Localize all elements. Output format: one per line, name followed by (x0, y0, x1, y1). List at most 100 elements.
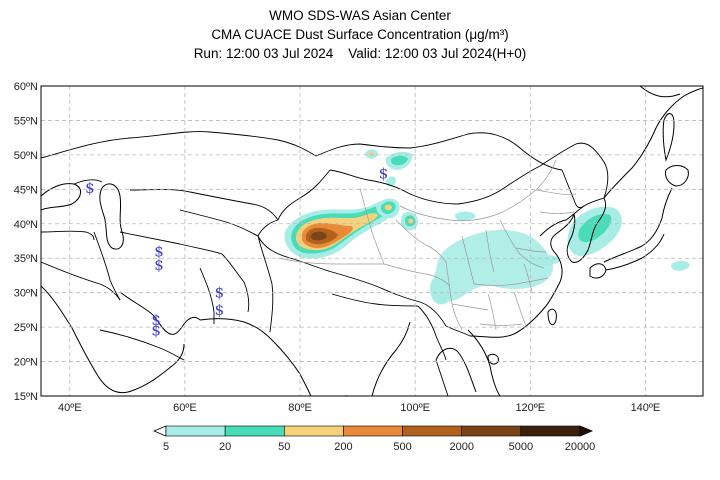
taiwan-island (547, 308, 557, 326)
dust-station-marker: $ (215, 284, 225, 302)
border-caucasus (73, 179, 103, 185)
province-border-hunan-jiangxi (487, 293, 497, 331)
colorbar-tick-label: 200 (334, 441, 352, 453)
station-markers: $$$$$$$$ (85, 164, 388, 339)
lon-tick-label: 100ºE (400, 402, 430, 414)
japan-kyushu (589, 263, 607, 279)
province-border-shandong (515, 247, 547, 253)
province-border-yunnan-guizhou (451, 303, 489, 311)
bohai-coast (539, 205, 585, 237)
lon-tick-label: 80ºE (288, 402, 312, 414)
lon-tick-label: 40ºE (58, 402, 82, 414)
province-border-tibet-qinghai (383, 263, 451, 287)
dust-station-marker: $ (151, 322, 161, 340)
border-iran-pakistan (199, 267, 215, 324)
lon-tick-label: 60ºE (173, 402, 197, 414)
sakhalin-island (662, 113, 675, 162)
persian-gulf-coast (119, 291, 201, 335)
far-east-coast (603, 87, 703, 199)
border-myanmar-thai (435, 359, 449, 396)
title-block: WMO SDS-WAS Asian Center CMA CUACE Dust … (0, 6, 720, 63)
province-border-inner-mongolia (399, 159, 557, 222)
dust-region-mongolia-east (454, 211, 476, 221)
se-asia-coast (435, 347, 477, 393)
arabian-coast (41, 285, 185, 394)
dust-region-taklimakan-2000-5000 (310, 231, 327, 241)
province-border-hebei (499, 219, 545, 269)
border-russia-mongolia (315, 132, 563, 171)
korea-coast (566, 197, 607, 263)
province-border-guangdong (479, 323, 523, 326)
province-border-henan-hubei (473, 277, 549, 286)
border-afghan-pakistan (221, 253, 250, 313)
lat-tick-label: 15ºN (14, 391, 38, 403)
dust-region-alxa-50-200 (408, 218, 413, 224)
colorbar-segment (520, 425, 581, 437)
border-iran-iraq (93, 231, 121, 301)
border-turkmen-iran (119, 231, 223, 255)
province-border-xinjiang-gansu (359, 187, 385, 265)
graticule-layer (41, 86, 703, 396)
country-borders-layer (41, 131, 609, 396)
province-border-xinjiang-tibet (277, 257, 384, 265)
dust-region-mongolia-mid (385, 176, 396, 187)
colorbar-segment (461, 425, 522, 437)
province-border-anhui-jiangsu (523, 263, 533, 293)
colorbar-tick-label: 20 (219, 441, 231, 453)
colorbar-tick-label: 5 (163, 441, 169, 453)
colorbar-segment (283, 425, 344, 437)
colorbar-tick-label: 500 (393, 441, 411, 453)
colorbar-segment (224, 425, 285, 437)
lat-tick-label: 20ºN (14, 357, 38, 369)
colorbar-tick-label: 2000 (449, 441, 473, 453)
colorbar-tick-label: 20000 (565, 441, 596, 453)
border-china-nepal (331, 293, 419, 307)
japan-hokkaido (665, 165, 689, 187)
border-turkey-south (41, 230, 95, 241)
india-east-coast (371, 321, 411, 396)
lon-tick-label: 140ºE (631, 402, 661, 414)
latitude-labels: 15ºN 20ºN 25ºN 30ºN 35ºN 40ºN 45ºN 50ºN 55ºN 60ºN (14, 81, 38, 403)
border-uzbek-afghan (179, 209, 259, 237)
province-borders-layer (277, 159, 577, 331)
dust-station-marker: $ (151, 311, 161, 329)
province-border-jilin-liaoning (539, 211, 575, 214)
border-russia-china-east (539, 142, 609, 199)
longitude-labels: 40ºE 60ºE 80ºE 100ºE 120ºE 140ºE (58, 402, 660, 414)
dust-station-marker: $ (215, 301, 225, 319)
japan-honshu (603, 187, 673, 263)
title-line-1: WMO SDS-WAS Asian Center (269, 8, 451, 23)
province-border-heilongjiang (535, 189, 577, 195)
dust-concentration-layer (284, 149, 690, 305)
colorbar-over-triangle (579, 425, 594, 437)
border-china-myanmar (417, 305, 447, 361)
lat-tick-label: 30ºN (14, 288, 38, 300)
province-border-shaanxi (461, 235, 475, 285)
colorbar-segment (165, 425, 226, 437)
border-china-mongolia (329, 165, 541, 205)
border-saudi-north (41, 261, 121, 301)
province-border-shanxi (485, 229, 495, 273)
makran-coast (199, 318, 273, 341)
lat-tick-label: 50ºN (14, 150, 38, 162)
title-line-3: Run: 12:00 03 Jul 2024 Valid: 12:00 03 J… (193, 46, 527, 61)
lat-tick-label: 60ºN (14, 81, 38, 93)
border-china-kyrgyz (257, 219, 279, 237)
coastline-layer (41, 86, 703, 396)
lat-tick-label: 45ºN (14, 184, 38, 196)
sri-lanka-island (344, 395, 349, 396)
colorbar-under-triangle (152, 425, 167, 437)
dust-station-marker: $ (154, 242, 164, 260)
lon-tick-label: 120ºE (515, 402, 545, 414)
dust-station-marker: $ (85, 179, 95, 197)
dust-region-hexi-50-200 (384, 204, 392, 211)
dust-region-mongolia-north-20 (391, 155, 408, 166)
lat-tick-label: 55ºN (14, 115, 38, 127)
colorbar-tick-label: 50 (278, 441, 290, 453)
colorbar-tick-label: 5000 (509, 441, 533, 453)
border-china-korea (561, 169, 605, 209)
black-sea-coast (41, 183, 81, 211)
dust-region-pacific (670, 260, 690, 271)
colorbar-segment (343, 425, 403, 437)
